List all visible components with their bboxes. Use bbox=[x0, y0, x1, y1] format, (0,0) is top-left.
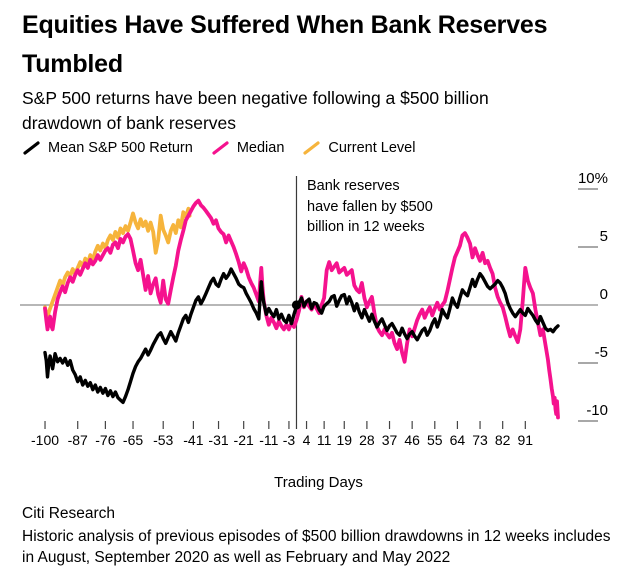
legend-item-current-level: Current Level bbox=[302, 140, 415, 156]
x-tick-label: 28 bbox=[359, 432, 375, 448]
x-tick-label: 91 bbox=[518, 432, 534, 448]
x-tick-label: -100 bbox=[31, 432, 59, 448]
x-tick-label: 55 bbox=[427, 432, 443, 448]
x-tick-label: -65 bbox=[123, 432, 143, 448]
legend-line-swatch-icon bbox=[303, 141, 320, 155]
chart-legend: Mean S&P 500 Return Median Current Level bbox=[22, 140, 415, 156]
legend-line-swatch-icon bbox=[212, 141, 229, 155]
x-tick-label: 46 bbox=[404, 432, 420, 448]
x-axis-title: Trading Days bbox=[274, 474, 363, 491]
x-tick-label: 82 bbox=[495, 432, 511, 448]
event-marker-dot bbox=[291, 300, 302, 310]
legend-label: Mean S&P 500 Return bbox=[48, 140, 193, 156]
legend-line-swatch-icon bbox=[23, 141, 40, 155]
y-tick-label: 0 bbox=[600, 286, 608, 303]
x-tick-label: 4 bbox=[303, 432, 311, 448]
x-tick-label: -31 bbox=[208, 432, 228, 448]
x-tick-label: -53 bbox=[153, 432, 173, 448]
series-line-current-level bbox=[43, 206, 192, 320]
y-tick-label: -10 bbox=[586, 402, 608, 419]
legend-label: Current Level bbox=[328, 140, 416, 156]
x-tick-label: 37 bbox=[382, 432, 398, 448]
page-title: Equities Have Suffered When Bank Reserve… bbox=[22, 11, 548, 78]
legend-label: Median bbox=[236, 140, 285, 156]
line-chart: 10% 5 0 -5 -10 -100 -87 -76 -65 -53 -41 -31 -21 -11 -3… bbox=[20, 170, 608, 448]
x-tick-label: -3 bbox=[283, 432, 296, 448]
event-annotation: Bank reserves have fallen by $500 billio… bbox=[307, 178, 433, 236]
series-line-mean-s-p-500-return bbox=[43, 267, 560, 405]
legend-item-median: Median bbox=[211, 140, 285, 156]
x-tick-label: 64 bbox=[450, 432, 466, 448]
x-tick-label: -76 bbox=[95, 432, 115, 448]
x-tick-label: 73 bbox=[472, 432, 488, 448]
y-tick-label: 5 bbox=[600, 228, 608, 245]
x-tick-label: -41 bbox=[183, 432, 203, 448]
legend-item-mean-s-p-500-return: Mean S&P 500 Return bbox=[22, 140, 193, 156]
chart-subtitle: S&P 500 returns have been negative follo… bbox=[22, 88, 489, 134]
footnote: Historic analysis of previous episodes o… bbox=[22, 528, 611, 567]
x-tick-label: -11 bbox=[259, 432, 278, 448]
x-tick-label: -21 bbox=[234, 432, 254, 448]
source-credit: Citi Research bbox=[22, 505, 116, 522]
x-tick-label: 19 bbox=[336, 432, 352, 448]
x-tick-label: 11 bbox=[317, 432, 332, 448]
y-tick-label: -5 bbox=[595, 344, 608, 361]
y-tick-label: 10% bbox=[578, 170, 608, 187]
x-tick-label: -87 bbox=[68, 432, 88, 448]
